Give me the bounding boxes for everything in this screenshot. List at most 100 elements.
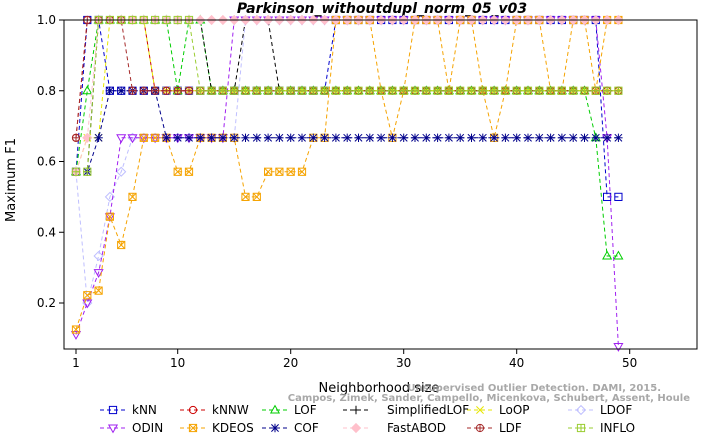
legend: kNN kNNW LOF SimplifiedLOF LoOP LDOF ODIN KDEOS…: [100, 403, 635, 434]
point-inflo-43: [546, 86, 555, 95]
point-cof-22: [309, 133, 318, 143]
point-cof-33: [433, 133, 442, 143]
watermark-line-1: Campos, Zimek, Sander, Campello, Micenko…: [288, 393, 690, 404]
legend-label-simplifiedlof: SimplifiedLOF: [387, 403, 469, 417]
point-ldf-8: [151, 86, 160, 95]
point-inflo-14: [218, 86, 228, 95]
x-tick-label-1: 1: [72, 356, 80, 370]
series-loop: [72, 16, 623, 176]
legend-entry-kdeos: KDEOS: [180, 421, 254, 434]
series-line-knnw: [75, 19, 619, 138]
point-ldof-15: [229, 132, 240, 143]
point-cof-16: [241, 133, 250, 143]
point-inflo-41: [523, 86, 533, 95]
legend-label-loop: LoOP: [499, 403, 530, 417]
point-odin-5: [116, 134, 127, 144]
point-inflo-46: [580, 86, 589, 95]
point-inflo-23: [320, 86, 329, 95]
point-ldof-3: [93, 250, 104, 262]
legend-entry-inflo: INFLO: [568, 421, 635, 434]
point-inflo-31: [410, 86, 420, 95]
point-cof-28: [376, 133, 386, 143]
legend-entry-cof: COF: [262, 421, 319, 434]
x-tick-label-20: 20: [283, 356, 298, 370]
point-cof-4: [105, 86, 115, 95]
legend-marker-fastabod: [350, 422, 362, 434]
point-inflo-35: [456, 86, 465, 95]
point-lof-49: [613, 250, 624, 260]
point-ldf-11: [184, 86, 194, 95]
point-cof-11: [184, 133, 194, 143]
point-inflo-1: [71, 167, 81, 176]
point-odin-3: [93, 269, 104, 279]
legend-label-inflo: INFLO: [600, 421, 635, 434]
point-cof-41: [523, 133, 533, 143]
legend-label-odin: ODIN: [132, 421, 163, 434]
point-inflo-28: [377, 86, 386, 95]
point-cof-39: [501, 133, 510, 143]
legend-marker-ldof: [575, 404, 587, 416]
point-inflo-40: [512, 86, 521, 95]
legend-marker-loop: [476, 406, 484, 414]
legend-marker-inflo: [576, 423, 586, 433]
point-cof-23: [320, 133, 329, 143]
point-cof-34: [444, 133, 454, 143]
series-line-simplifiedlof: [76, 19, 619, 173]
x-axis-label: Neighborhood size: [319, 381, 440, 396]
point-odin-2: [82, 299, 93, 309]
y-axis-label: Maximum F1: [4, 138, 19, 222]
point-cof-45: [569, 133, 578, 143]
point-inflo-21: [297, 86, 307, 95]
series-line-odin: [75, 19, 619, 347]
point-inflo-39: [501, 86, 510, 95]
point-inflo-27: [365, 86, 374, 95]
point-kdeos-6: [128, 192, 137, 201]
point-knn-49: [614, 192, 623, 201]
legend-label-lof: LOF: [294, 403, 317, 417]
x-tick-label-30: 30: [396, 356, 411, 370]
point-cof-48: [602, 133, 612, 143]
series-line-kdeos: [75, 19, 619, 330]
point-kdeos-18: [264, 167, 273, 176]
point-inflo-42: [535, 86, 544, 95]
legend-marker-kdeos: [188, 423, 198, 433]
legend-marker-knn: [108, 405, 118, 415]
point-odin-7: [138, 134, 149, 144]
point-odin-1: [70, 330, 82, 340]
x-tick-label-50: 50: [622, 356, 637, 370]
point-kdeos-7: [139, 133, 148, 142]
point-cof-38: [489, 133, 499, 143]
point-kdeos-16: [241, 192, 250, 201]
plot-frame: [63, 19, 698, 350]
point-lof-2: [82, 85, 93, 95]
point-kdeos-20: [286, 167, 295, 176]
series-knnw: [71, 15, 623, 142]
legend-entry-odin: ODIN: [100, 421, 163, 434]
point-cof-5: [117, 86, 126, 95]
point-kdeos-3: [94, 286, 103, 295]
point-inflo-34: [444, 86, 453, 95]
series-odin: [70, 16, 624, 352]
legend-entry-simplifiedlof: SimplifiedLOF: [343, 403, 469, 417]
point-inflo-30: [399, 86, 408, 95]
point-cof-43: [546, 133, 555, 143]
point-cof-26: [354, 133, 363, 143]
point-ldof-4: [104, 191, 116, 202]
legend-marker-cof: [270, 423, 280, 433]
point-cof-9: [162, 133, 171, 143]
point-cof-36: [467, 133, 476, 143]
watermark-line-2: Unsupervised Outlier Detection. DAMI, 20…: [407, 383, 661, 394]
point-inflo-47: [591, 86, 600, 95]
point-inflo-17: [252, 86, 261, 95]
point-kdeos-17: [252, 192, 261, 201]
series-line-fastabod: [75, 19, 619, 172]
point-cof-49: [614, 133, 623, 143]
point-kdeos-2: [83, 291, 92, 300]
plot-area: [70, 14, 624, 352]
point-inflo-22: [309, 86, 318, 95]
point-cof-21: [297, 133, 307, 143]
point-inflo-25: [343, 86, 352, 95]
legend-entry-ldf: LDF: [467, 421, 522, 434]
point-cof-29: [388, 133, 397, 143]
point-odin-4: [104, 213, 115, 223]
